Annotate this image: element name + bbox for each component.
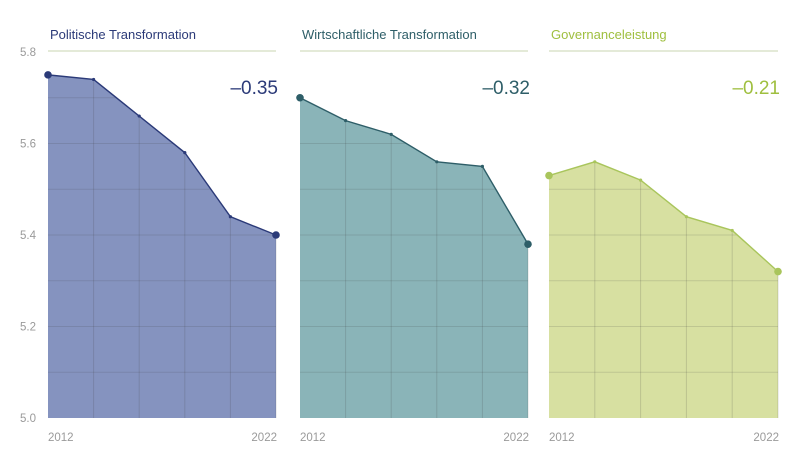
- y-tick-label: 5.0: [20, 413, 36, 425]
- change-value: –0.32: [482, 78, 530, 99]
- panel-title: Governanceleistung: [551, 27, 667, 42]
- panel-2: Wirtschaftliche Transformation –0.32 2012 2…: [296, 27, 532, 444]
- data-point: [296, 93, 304, 102]
- y-tick-label: 5.6: [20, 139, 36, 151]
- panel-3: Governanceleistung –0.21 2012 2022: [545, 27, 782, 444]
- data-point: [774, 267, 782, 276]
- panel-1: Politische Transformation –0.35 2012 2022: [44, 27, 280, 444]
- change-value: –0.21: [732, 78, 780, 99]
- data-point: [137, 114, 141, 118]
- x-tick-label: 2012: [549, 432, 575, 444]
- data-point: [684, 215, 689, 219]
- data-point: [389, 132, 393, 136]
- x-tick-label: 2022: [753, 432, 779, 444]
- data-point: [44, 71, 52, 79]
- data-point: [272, 231, 280, 239]
- data-point: [545, 171, 553, 180]
- data-point: [228, 215, 232, 219]
- data-point: [593, 160, 597, 164]
- y-tick-label: 5.2: [20, 322, 36, 334]
- data-point: [730, 228, 734, 233]
- y-tick-label: 5.4: [20, 230, 37, 242]
- data-point: [183, 151, 187, 155]
- x-tick-label: 2022: [503, 432, 529, 444]
- change-value: –0.35: [230, 78, 278, 99]
- panel-title: Wirtschaftliche Transformation: [302, 27, 477, 42]
- series-line: [47, 74, 277, 236]
- data-point: [92, 77, 96, 82]
- data-point: [344, 119, 348, 123]
- data-point: [639, 178, 643, 182]
- area-fill: [48, 74, 276, 418]
- y-tick-label: 5.8: [20, 47, 36, 59]
- data-point: [435, 160, 439, 164]
- panel-title: Politische Transformation: [50, 27, 196, 42]
- x-tick-label: 2012: [48, 432, 74, 444]
- area-mask: [549, 52, 778, 272]
- series-line: [299, 97, 529, 245]
- x-tick-label: 2012: [300, 432, 326, 444]
- area-mask: [48, 52, 276, 235]
- x-tick-label: 2022: [251, 432, 277, 444]
- data-point: [524, 240, 532, 248]
- area-fill: [549, 161, 778, 419]
- data-point: [480, 164, 484, 168]
- series-line: [548, 161, 779, 273]
- area-fill: [300, 97, 528, 418]
